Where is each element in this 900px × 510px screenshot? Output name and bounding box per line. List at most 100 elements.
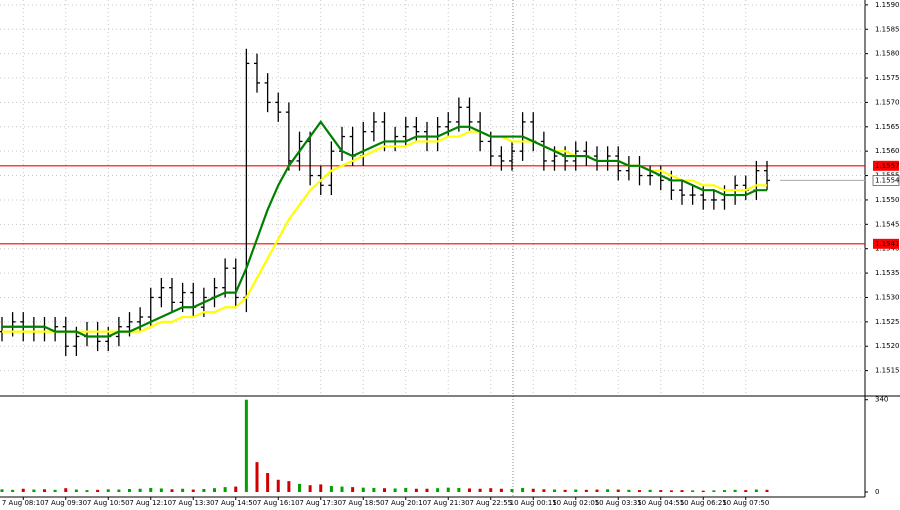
volume-bar xyxy=(393,488,397,492)
volume-bar xyxy=(96,489,100,492)
x-tick-label: 10 Aug 06:25 xyxy=(680,499,727,507)
volume-bar xyxy=(117,489,121,492)
y-tick-label: 1.1525 xyxy=(875,318,900,326)
volume-bar xyxy=(414,488,418,492)
volume-bar xyxy=(478,488,482,492)
volume-bar xyxy=(128,489,131,492)
y-tick-label: 1.1585 xyxy=(875,25,900,33)
volume-bar xyxy=(159,488,163,492)
volume-bar xyxy=(244,399,248,492)
y-tick-label: 1.1580 xyxy=(875,50,900,58)
y-tick-label: 1.1575 xyxy=(875,74,900,82)
x-tick-label: 7 Aug 21:30 xyxy=(427,499,470,507)
volume-bar xyxy=(234,486,238,492)
current-price-label: 1.1554 xyxy=(875,176,900,184)
volume-bar xyxy=(276,479,280,492)
volume-bar xyxy=(74,489,78,492)
x-tick-label: 7 Aug 08:10 xyxy=(2,499,45,507)
volume-bar xyxy=(584,489,588,492)
volume-bar xyxy=(202,489,206,492)
x-tick-label: 7 Aug 14:50 xyxy=(214,499,257,507)
volume-bar xyxy=(149,487,153,492)
x-tick-label: 7 Aug 16:10 xyxy=(257,499,300,507)
y-tick-label: 1.1535 xyxy=(875,269,900,277)
volume-bar xyxy=(723,490,726,492)
level-label-box xyxy=(873,160,899,171)
volume-bar xyxy=(436,488,440,492)
volume-bar xyxy=(510,489,514,492)
y-tick-label: 1.1520 xyxy=(875,342,900,350)
volume-bar xyxy=(329,486,333,492)
volume-bar xyxy=(457,487,461,492)
volume-bar xyxy=(340,486,344,492)
volume-bar xyxy=(754,489,758,492)
volume-bar xyxy=(372,487,376,492)
volume-bar xyxy=(85,490,89,492)
volume-bar xyxy=(266,473,270,492)
volume-bar xyxy=(351,487,355,492)
level-label: 1.1541 xyxy=(875,240,900,248)
x-tick-label: 10 Aug 00:15 xyxy=(510,499,557,507)
volume-bar xyxy=(53,489,57,492)
x-tick-label: 7 Aug 10:50 xyxy=(87,499,130,507)
x-tick-label: 10 Aug 04:55 xyxy=(637,499,684,507)
y-tick-label: 1.1560 xyxy=(875,147,900,155)
volume-bar xyxy=(468,488,471,492)
volume-bar xyxy=(0,489,4,492)
volume-bar xyxy=(765,489,769,492)
volume-bar xyxy=(446,487,450,492)
volume-bar xyxy=(138,488,142,492)
volume-bar xyxy=(383,488,386,492)
volume-bar xyxy=(11,489,15,492)
volume-bar xyxy=(361,487,365,492)
volume-bar xyxy=(531,488,535,492)
volume-bar xyxy=(308,485,312,492)
volume-tick-label: 340 xyxy=(875,396,888,404)
x-tick-label: 10 Aug 02:05 xyxy=(552,499,599,507)
volume-bar xyxy=(298,483,301,492)
volume-bar xyxy=(255,462,259,492)
volume-bar xyxy=(712,490,716,492)
y-tick-label: 1.1515 xyxy=(875,367,900,375)
y-tick-label: 1.1590 xyxy=(875,1,900,9)
volume-bar xyxy=(542,489,546,492)
volume-bar xyxy=(43,489,46,492)
y-tick-label: 1.1570 xyxy=(875,98,900,106)
volume-bar xyxy=(213,488,216,492)
x-tick-label: 10 Aug 07:50 xyxy=(722,499,769,507)
volume-bar xyxy=(701,490,705,492)
x-tick-label: 7 Aug 17:30 xyxy=(299,499,342,507)
volume-bar xyxy=(638,490,641,492)
volume-bar xyxy=(595,489,599,492)
volume-bar xyxy=(106,489,110,492)
volume-bar xyxy=(648,489,652,492)
current-price-box xyxy=(872,175,900,186)
x-tick-label: 7 Aug 12:10 xyxy=(129,499,172,507)
volume-bar xyxy=(744,490,748,492)
volume-bar xyxy=(659,490,663,492)
volume-bar xyxy=(606,489,610,492)
volume-bar xyxy=(691,490,695,492)
volume-bar xyxy=(404,487,408,492)
volume-bar xyxy=(733,489,737,492)
volume-bar xyxy=(489,488,493,492)
y-tick-label: 1.1530 xyxy=(875,293,900,301)
volume-bar xyxy=(574,489,578,492)
y-tick-label: 1.1550 xyxy=(875,196,900,204)
volume-tick-label: 0 xyxy=(875,488,879,496)
volume-bar xyxy=(21,488,25,492)
x-tick-label: 7 Aug 22:55 xyxy=(469,499,512,507)
x-tick-label: 7 Aug 13:30 xyxy=(172,499,215,507)
volume-bar xyxy=(181,488,185,492)
x-tick-label: 7 Aug 09:30 xyxy=(44,499,87,507)
moving-average xyxy=(2,120,767,338)
volume-bar xyxy=(425,488,429,492)
volume-bar xyxy=(616,489,620,492)
x-tick-label: 10 Aug 03:35 xyxy=(595,499,642,507)
volume-bar xyxy=(64,488,68,492)
volume-bar xyxy=(521,487,525,492)
x-tick-label: 7 Aug 18:50 xyxy=(342,499,385,507)
volume-bar xyxy=(32,489,36,492)
volume-bar xyxy=(191,489,195,492)
